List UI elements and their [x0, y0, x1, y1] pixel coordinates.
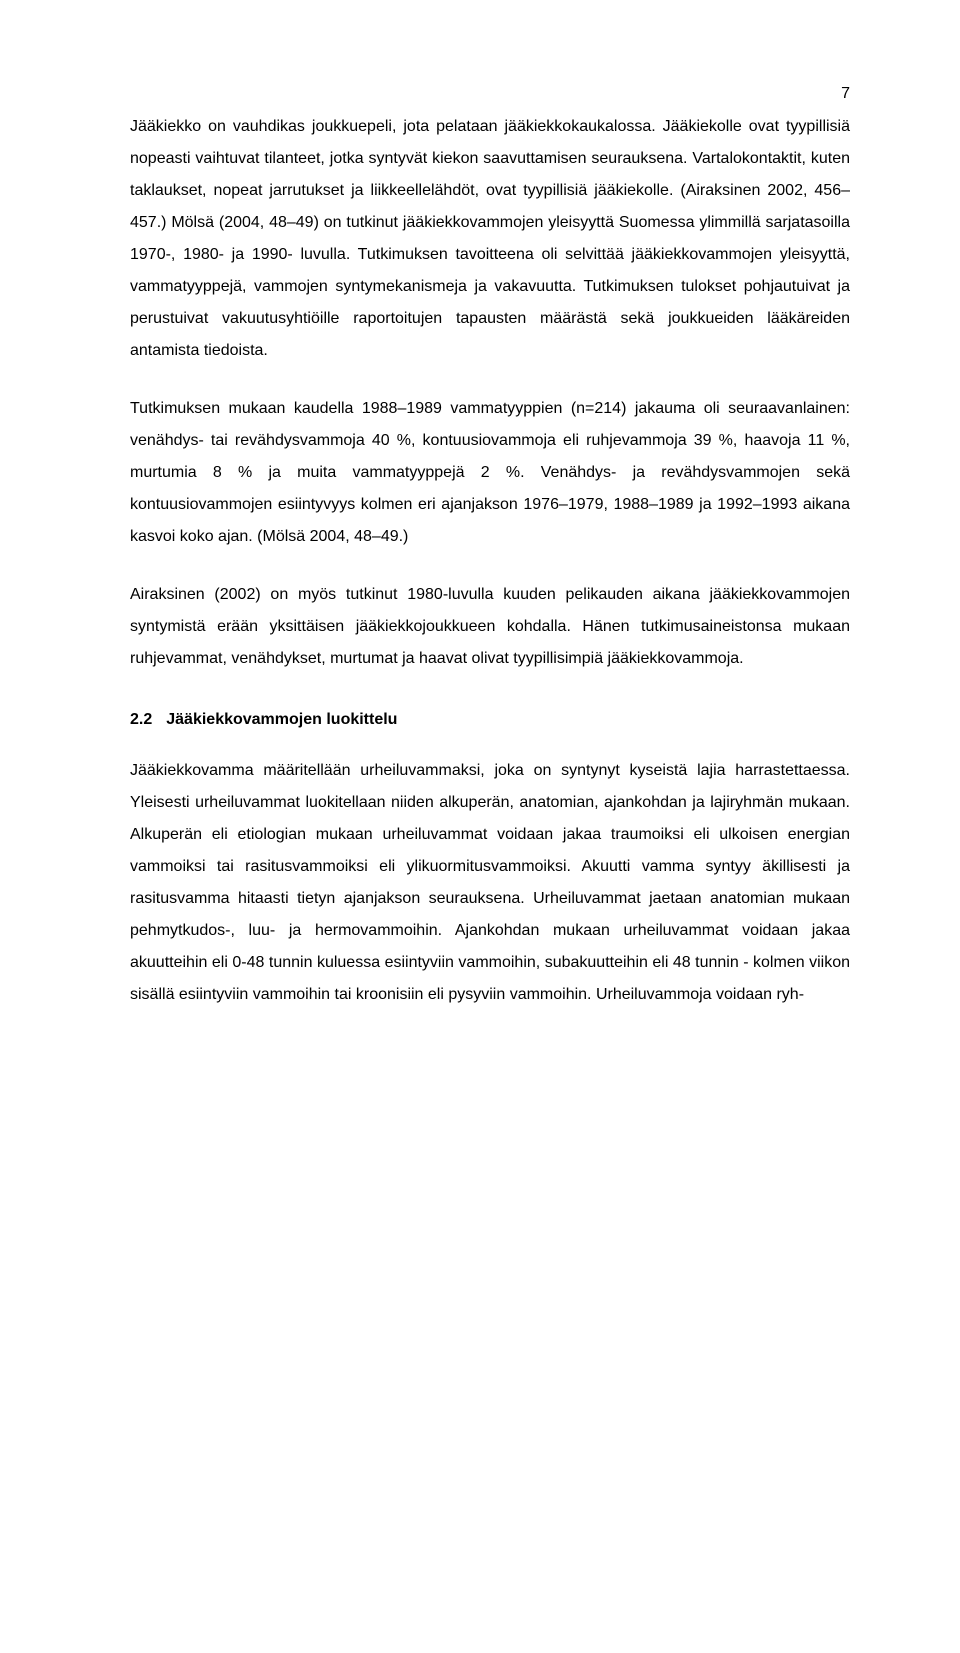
paragraph-4: Jääkiekkovamma määritellään urheiluvamma… [130, 755, 850, 1011]
paragraph-3: Airaksinen (2002) on myös tutkinut 1980-… [130, 579, 850, 675]
paragraph-1: Jääkiekko on vauhdikas joukkuepeli, jota… [130, 111, 850, 367]
section-number: 2.2 [130, 711, 152, 729]
section-title: Jääkiekkovammojen luokittelu [166, 711, 397, 728]
section-heading: 2.2 Jääkiekkovammojen luokittelu [130, 711, 850, 729]
document-page: 7 Jääkiekko on vauhdikas joukkuepeli, jo… [0, 0, 960, 1107]
paragraph-2: Tutkimuksen mukaan kaudella 1988–1989 va… [130, 393, 850, 553]
page-number: 7 [130, 85, 850, 103]
